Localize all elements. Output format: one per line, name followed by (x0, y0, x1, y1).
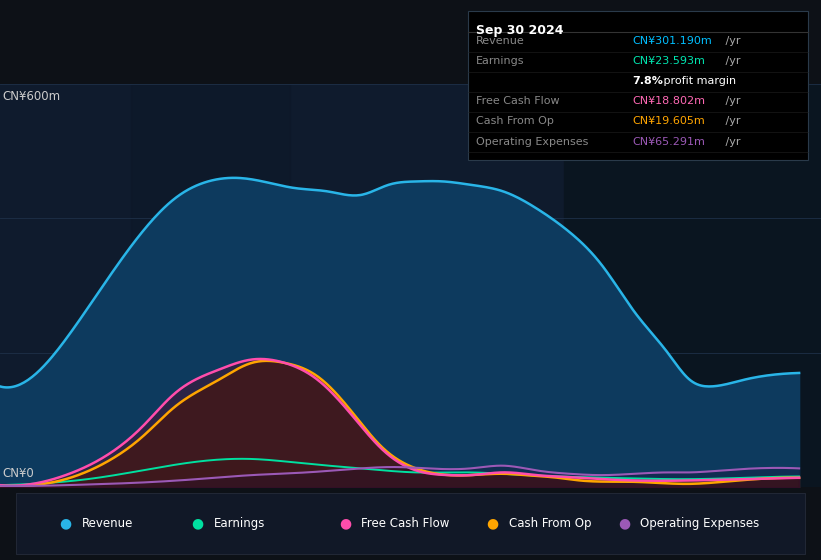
Text: Revenue: Revenue (476, 36, 525, 46)
Text: Cash From Op: Cash From Op (476, 116, 554, 127)
Text: Free Cash Flow: Free Cash Flow (476, 96, 560, 106)
Text: /yr: /yr (722, 56, 741, 66)
Text: CN¥18.802m: CN¥18.802m (632, 96, 705, 106)
Text: CN¥0: CN¥0 (2, 467, 34, 480)
Text: ●: ● (618, 516, 630, 531)
Text: Cash From Op: Cash From Op (509, 517, 591, 530)
Text: ●: ● (487, 516, 498, 531)
Text: CN¥19.605m: CN¥19.605m (632, 116, 705, 127)
Text: CN¥301.190m: CN¥301.190m (632, 36, 712, 46)
Text: /yr: /yr (722, 36, 741, 46)
Text: Earnings: Earnings (213, 517, 265, 530)
Text: Free Cash Flow: Free Cash Flow (361, 517, 450, 530)
Text: CN¥65.291m: CN¥65.291m (632, 137, 705, 147)
Text: profit margin: profit margin (660, 76, 736, 86)
Text: 7.8%: 7.8% (632, 76, 663, 86)
Text: Earnings: Earnings (476, 56, 525, 66)
Text: ●: ● (339, 516, 351, 531)
Text: /yr: /yr (722, 96, 741, 106)
Text: Operating Expenses: Operating Expenses (476, 137, 589, 147)
Bar (564, 84, 821, 487)
Text: /yr: /yr (722, 137, 741, 147)
Text: CN¥23.593m: CN¥23.593m (632, 56, 705, 66)
Text: CN¥600m: CN¥600m (2, 90, 61, 103)
Text: Revenue: Revenue (82, 517, 134, 530)
Bar (131, 84, 290, 487)
Text: /yr: /yr (722, 116, 741, 127)
Text: Sep 30 2024: Sep 30 2024 (476, 24, 564, 36)
Text: ●: ● (191, 516, 203, 531)
Text: ●: ● (60, 516, 71, 531)
Text: Operating Expenses: Operating Expenses (640, 517, 759, 530)
